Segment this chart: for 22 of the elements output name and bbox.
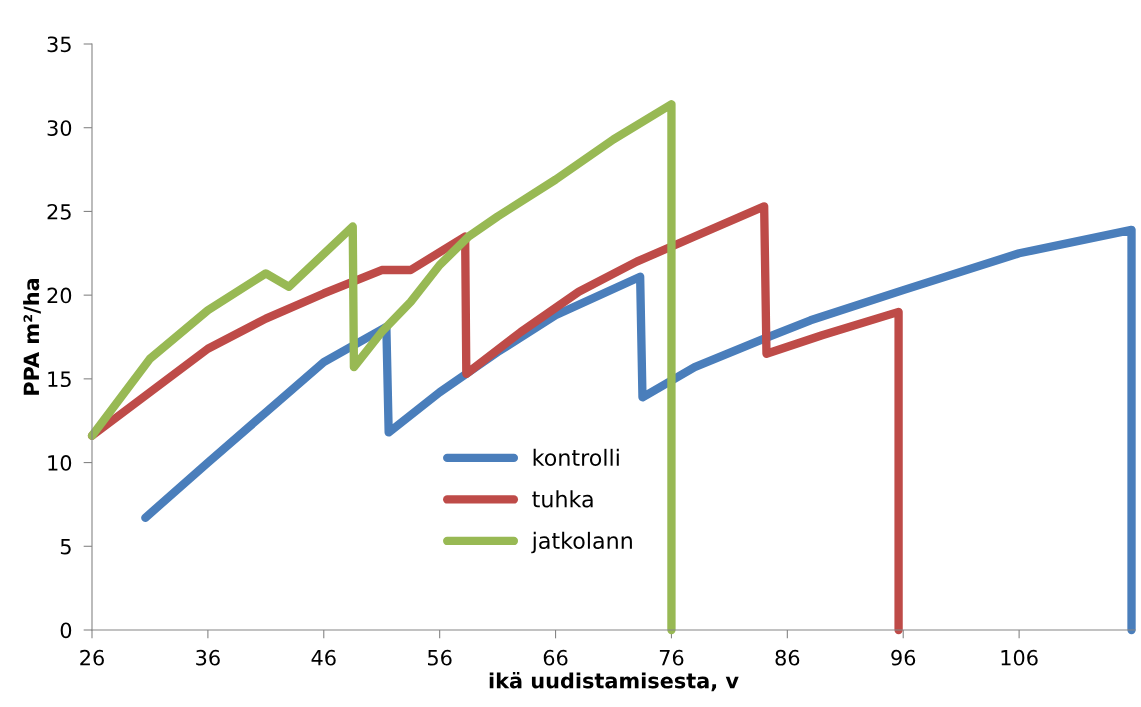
x-tick-label: 26 <box>80 649 104 666</box>
x-tick-label: 106 <box>1001 649 1038 666</box>
x-tick-label: 96 <box>891 649 916 666</box>
x-axis-title: ikä uudistamisesta, v <box>489 672 739 692</box>
y-axis-title: PPA m²/ha <box>23 278 41 395</box>
y-tick-label: 35 <box>47 36 71 53</box>
legend-label: kontrolli <box>533 448 619 467</box>
y-tick-label: 30 <box>47 120 72 136</box>
y-tick-label: 15 <box>48 371 71 388</box>
y-tick-label: 0 <box>60 622 72 639</box>
legend-label: tuhka <box>532 490 593 508</box>
x-tick-label: 56 <box>428 649 452 666</box>
x-tick-label: 36 <box>196 649 220 666</box>
y-tick-label: 5 <box>60 539 71 555</box>
x-tick-label: 66 <box>543 649 568 666</box>
x-tick-label: 76 <box>659 649 684 666</box>
y-tick-label: 10 <box>48 455 72 471</box>
y-tick-label: 25 <box>47 203 71 220</box>
legend-label: jatkolann <box>531 531 632 554</box>
y-tick-label: 20 <box>47 287 72 304</box>
x-tick-label: 86 <box>775 649 800 666</box>
x-tick-label: 46 <box>311 649 336 666</box>
